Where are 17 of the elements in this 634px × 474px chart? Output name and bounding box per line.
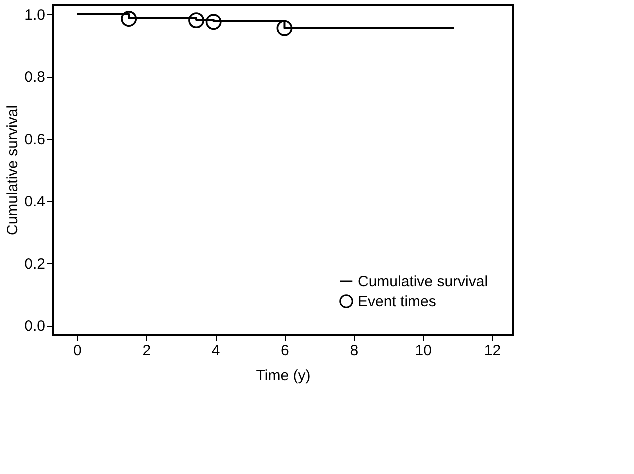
x-tick-label: 6 xyxy=(281,342,290,360)
y-tick-label: 0.4 xyxy=(24,194,46,211)
legend-label: Cumulative survival xyxy=(358,274,488,290)
y-tick-label: 0.0 xyxy=(24,318,46,336)
x-axis-title: Time (y) xyxy=(256,368,311,384)
x-tick-label: 2 xyxy=(142,342,152,360)
x-tick-label: 0 xyxy=(74,342,82,360)
x-tick-label: 8 xyxy=(350,342,359,360)
y-axis-title: Cumulative survival xyxy=(4,105,22,236)
x-tick-label: 10 xyxy=(415,342,432,360)
y-tick-label: 0.8 xyxy=(24,69,46,86)
y-tick-label: 0.6 xyxy=(24,131,46,148)
x-tick-label: 4 xyxy=(212,342,220,360)
y-tick-label: 1.0 xyxy=(24,6,46,24)
legend-label: Event times xyxy=(358,294,436,310)
y-tick-label: 0.2 xyxy=(24,256,46,273)
x-tick-label: 12 xyxy=(484,342,502,360)
